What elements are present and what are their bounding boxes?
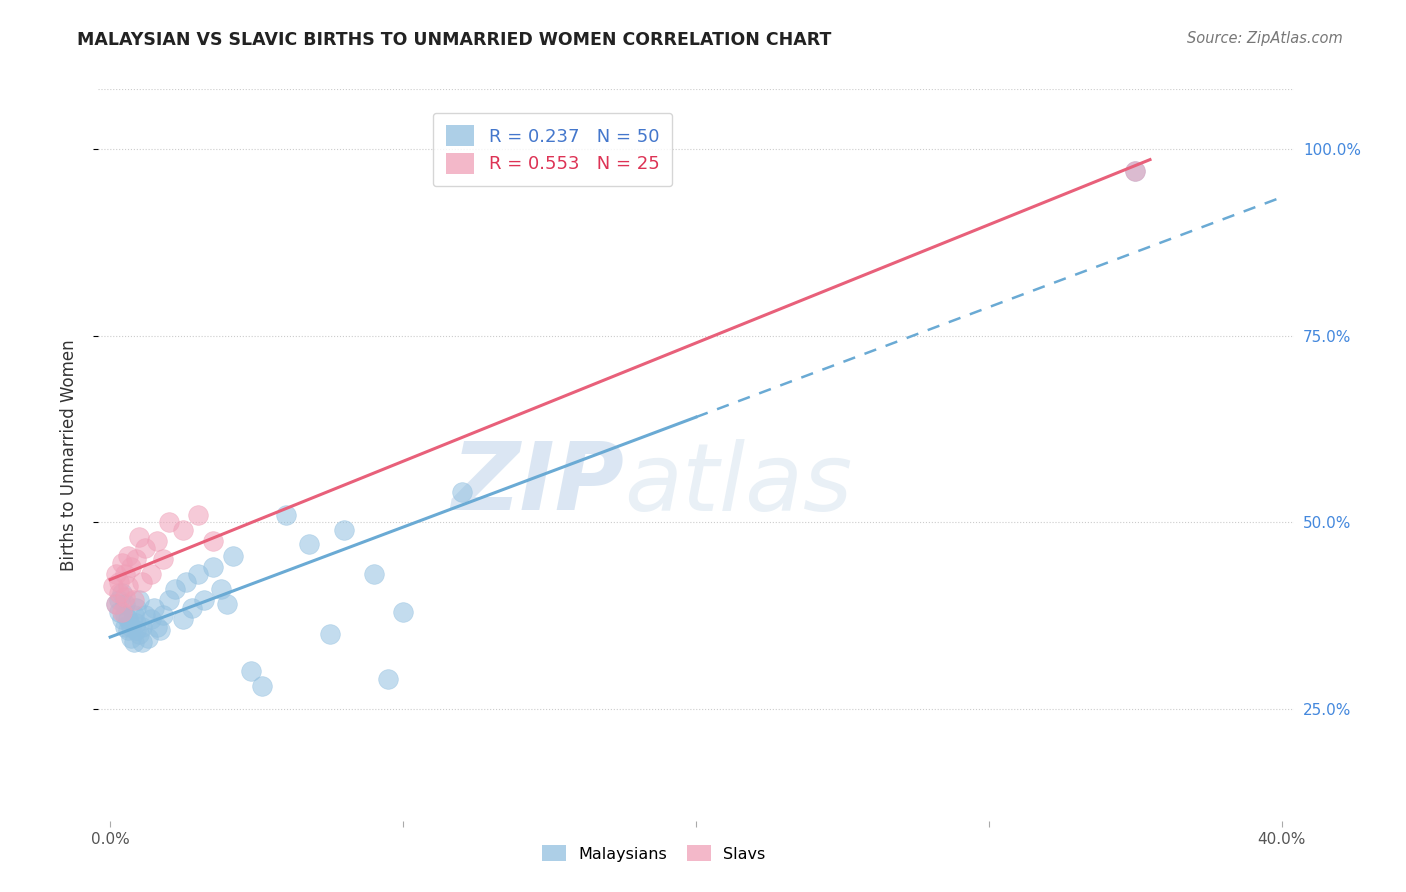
Point [146,619,169,633]
Point [111,605,134,619]
Point [120,631,142,645]
Point [333,523,356,537]
Text: atlas: atlas [624,439,852,530]
Point [136,631,159,645]
Point [298,537,321,551]
Point [114,619,136,633]
Point [125,624,148,638]
Text: ZIP: ZIP [451,438,624,530]
Y-axis label: Births to Unmarried Women: Births to Unmarried Women [59,339,77,571]
Point [141,567,163,582]
Point [120,560,142,574]
Point [377,672,399,686]
Point [149,624,172,638]
Point [172,523,194,537]
Text: Source: ZipAtlas.com: Source: ZipAtlas.com [1187,31,1343,46]
Point [172,612,194,626]
Point [201,533,224,548]
Point [141,612,163,626]
Point [101,578,124,592]
Point [128,627,150,641]
Point [163,582,186,597]
Point [134,541,156,556]
Point [174,574,197,589]
Point [105,567,128,582]
Point [131,634,153,648]
Point [114,590,136,604]
Point [122,593,145,607]
Point [252,679,274,693]
Point [392,605,415,619]
Point [1125,164,1147,178]
Point [105,597,128,611]
Point [105,597,128,611]
Point [1125,164,1147,178]
Point [114,597,136,611]
Point [319,627,342,641]
Point [363,567,385,582]
Point [143,601,166,615]
Point [111,612,134,626]
Point [134,608,156,623]
Point [187,508,209,522]
Point [181,601,204,615]
Point [125,601,148,615]
Point [120,619,142,633]
Point [274,508,297,522]
Point [128,593,150,607]
Legend: Malaysians, Slavs: Malaysians, Slavs [536,839,772,868]
Point [187,567,209,582]
Point [122,608,145,623]
Point [125,615,148,630]
Point [108,605,131,619]
Point [217,597,239,611]
Point [117,549,139,563]
Point [125,552,148,566]
Point [201,560,224,574]
Point [193,593,215,607]
Point [157,515,180,529]
Point [108,586,131,600]
Text: MALAYSIAN VS SLAVIC BIRTHS TO UNMARRIED WOMEN CORRELATION CHART: MALAYSIAN VS SLAVIC BIRTHS TO UNMARRIED … [77,31,832,49]
Point [157,593,180,607]
Point [117,578,139,592]
Legend: R = 0.237   N = 50, R = 0.553   N = 25: R = 0.237 N = 50, R = 0.553 N = 25 [433,113,672,186]
Point [111,586,134,600]
Point [108,574,131,589]
Point [152,608,174,623]
Point [450,485,472,500]
Point [239,665,262,679]
Point [131,619,153,633]
Point [211,582,233,597]
Point [117,624,139,638]
Point [146,533,169,548]
Point [122,634,145,648]
Point [152,552,174,566]
Point [128,530,150,544]
Point [111,556,134,570]
Point [108,593,131,607]
Point [114,567,136,582]
Point [131,574,153,589]
Point [222,549,245,563]
Point [114,608,136,623]
Point [117,612,139,626]
